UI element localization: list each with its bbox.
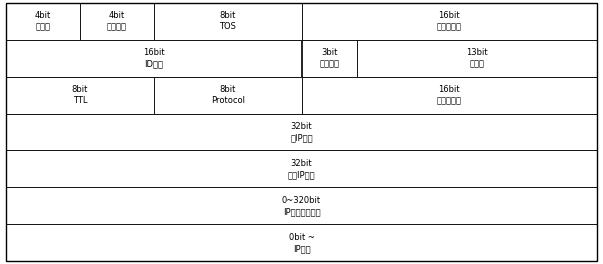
Text: 8bit
TTL: 8bit TTL: [72, 85, 88, 105]
Text: 16bit
总长度字段: 16bit 总长度字段: [437, 11, 462, 31]
Bar: [6, 114, 597, 150]
Text: 32bit
目标IP地址: 32bit 目标IP地址: [288, 159, 315, 179]
Bar: [6, 3, 80, 40]
Bar: [6, 187, 597, 224]
Text: 8bit
Protocol: 8bit Protocol: [210, 85, 245, 105]
Text: 8bit
TOS: 8bit TOS: [219, 11, 236, 31]
Bar: [154, 3, 302, 40]
Bar: [80, 3, 154, 40]
Text: 4bit
版本号: 4bit 版本号: [35, 11, 51, 31]
Bar: [6, 77, 154, 114]
Text: 0bit ~
IP数据: 0bit ~ IP数据: [289, 233, 314, 253]
Bar: [302, 40, 357, 77]
Bar: [357, 40, 597, 77]
Bar: [6, 224, 597, 261]
Bar: [302, 3, 597, 40]
Text: 32bit
源IP地址: 32bit 源IP地址: [290, 122, 313, 142]
Bar: [6, 40, 301, 77]
Text: 4bit
首部长度: 4bit 首部长度: [107, 11, 127, 31]
Bar: [302, 77, 597, 114]
Text: 13bit
片偏移: 13bit 片偏移: [466, 48, 488, 68]
Text: 16bit
首部校验和: 16bit 首部校验和: [437, 85, 462, 105]
Text: 3bit
分片标志: 3bit 分片标志: [319, 48, 339, 68]
Bar: [6, 150, 597, 187]
Text: 0~320bit
IP选项（可选）: 0~320bit IP选项（可选）: [282, 196, 321, 216]
Text: 16bit
ID标识: 16bit ID标识: [143, 48, 165, 68]
Bar: [154, 77, 302, 114]
